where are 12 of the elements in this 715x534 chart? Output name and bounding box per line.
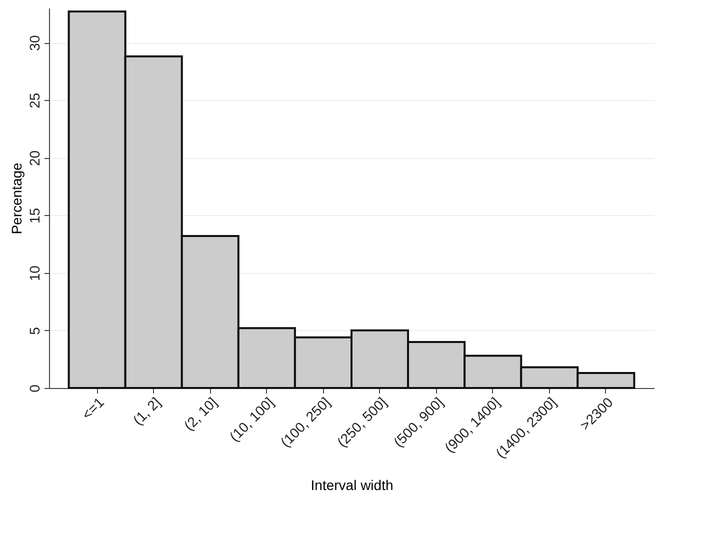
x-axis-title: Interval width bbox=[310, 476, 394, 493]
y-tick-label: 5 bbox=[26, 326, 42, 335]
y-tick-label: 15 bbox=[26, 208, 42, 224]
x-tick-label: <=1 bbox=[78, 394, 108, 422]
y-tick-label: 30 bbox=[26, 35, 42, 51]
y-tick-label: 25 bbox=[26, 92, 42, 108]
y-tick-label: 10 bbox=[26, 265, 42, 282]
x-tick-label: (2, 10] bbox=[180, 394, 220, 434]
y-axis-title: Percentage bbox=[8, 162, 24, 234]
x-tick-label: (1, 2] bbox=[130, 394, 164, 428]
y-tick-label: 0 bbox=[26, 384, 42, 392]
y-tick-label: 20 bbox=[26, 150, 42, 166]
